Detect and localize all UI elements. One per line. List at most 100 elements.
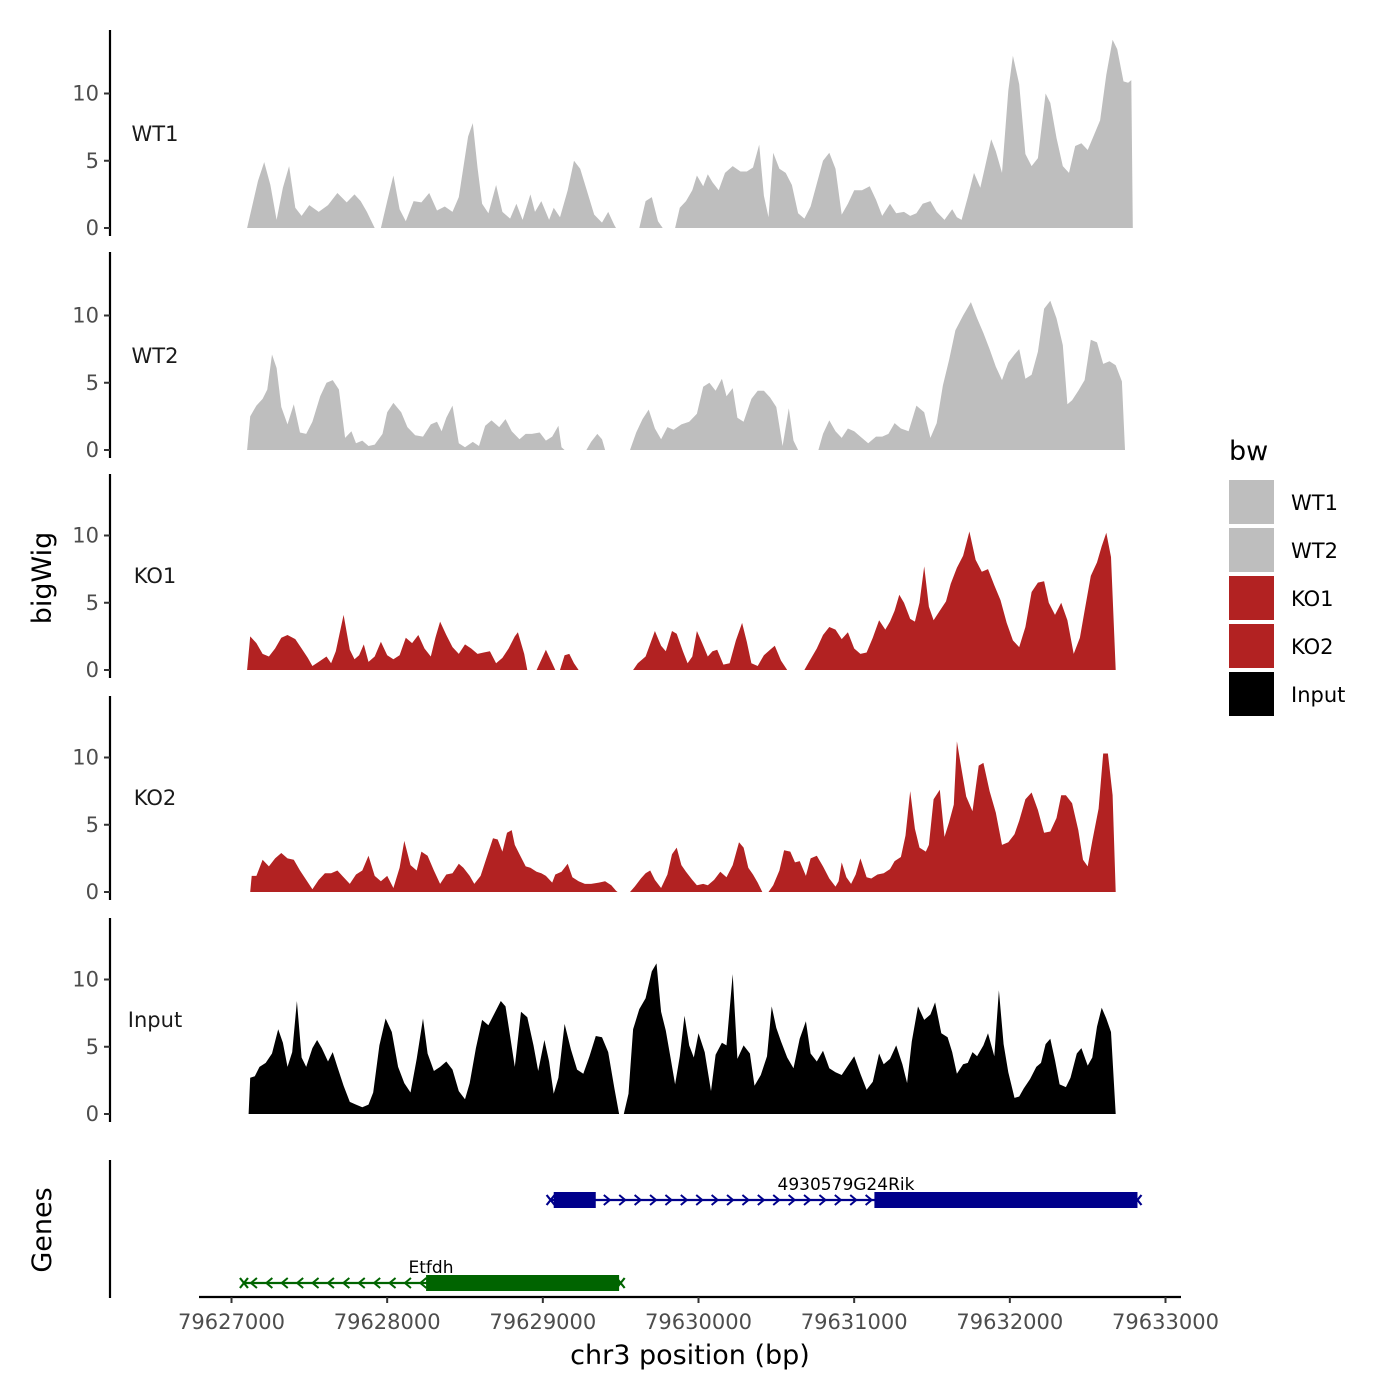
strand-chevron	[618, 1194, 627, 1206]
coverage-area-wt1	[247, 39, 1133, 229]
legend: bw WT1 WT2 KO1 KO2 Input	[1229, 436, 1345, 716]
track-label: KO2	[134, 786, 177, 810]
track-ko2: 0 5 10 KO2	[72, 696, 1116, 904]
y-tick-label: 5	[86, 813, 99, 837]
x-tick-label: 79629000	[489, 1310, 596, 1334]
genes-layer: 4930579G24Rik Etfdh	[108, 1160, 1143, 1298]
track-input: 0 5 10 Input	[72, 918, 1116, 1126]
track-label: Input	[128, 1008, 182, 1032]
legend-swatch	[1229, 672, 1274, 716]
y-tick-label: 10	[72, 968, 99, 992]
gene-etfdh: Etfdh	[239, 1258, 626, 1291]
legend-item-input: Input	[1229, 672, 1345, 716]
y-tick-label: 10	[72, 746, 99, 770]
track-wt2: 0 5 10 WT2	[72, 252, 1126, 462]
y-tick-label: 0	[86, 658, 99, 682]
strand-chevron	[818, 1194, 827, 1206]
gene-exon	[553, 1192, 596, 1208]
y-tick-label: 10	[72, 304, 99, 328]
strand-chevron	[664, 1194, 673, 1206]
strand-chevron	[787, 1194, 797, 1206]
legend-swatch	[1229, 480, 1274, 524]
y-tick-label: 0	[86, 438, 99, 462]
strand-chevron	[741, 1194, 750, 1206]
strand-chevron	[849, 1194, 858, 1206]
legend-swatch	[1229, 528, 1274, 572]
strand-chevron	[264, 1277, 273, 1289]
strand-chevron	[726, 1194, 735, 1206]
legend-item-ko1: KO1	[1229, 576, 1334, 620]
strand-chevron	[649, 1194, 658, 1206]
strand-chevron	[249, 1277, 258, 1289]
genes-axis-title: Genes	[27, 1187, 58, 1272]
coverage-area-ko2	[250, 741, 1116, 892]
legend-label: WT2	[1291, 539, 1338, 563]
strand-chevron	[372, 1277, 381, 1289]
x-axis-title: chr3 position (bp)	[570, 1340, 810, 1371]
x-tick-label: 79628000	[334, 1310, 441, 1334]
legend-label: Input	[1291, 683, 1345, 707]
y-tick-label: 5	[86, 1035, 99, 1059]
y-tick-label: 10	[72, 524, 99, 548]
legend-swatch	[1229, 576, 1274, 620]
strand-chevron	[603, 1194, 612, 1206]
strand-chevron	[310, 1277, 320, 1289]
x-tick-label: 79631000	[801, 1310, 908, 1334]
legend-label: KO2	[1291, 635, 1334, 659]
coverage-area-input	[248, 963, 1116, 1114]
legend-item-ko2: KO2	[1229, 624, 1334, 668]
strand-chevron	[280, 1277, 289, 1289]
strand-chevron	[341, 1277, 350, 1289]
strand-chevron	[757, 1194, 766, 1206]
strand-chevron	[418, 1277, 427, 1289]
y-tick-label: 10	[72, 82, 99, 106]
strand-chevron	[710, 1194, 720, 1206]
gene-exon	[426, 1275, 620, 1291]
gene-end-marker	[239, 1277, 249, 1289]
legend-items: WT1 WT2 KO1 KO2 Input	[1229, 480, 1345, 716]
y-tick-label: 5	[86, 591, 99, 615]
legend-label: WT1	[1291, 491, 1338, 515]
strand-chevron	[680, 1194, 689, 1206]
gene-4930579g24rik: 4930579G24Rik	[545, 1175, 1143, 1208]
coverage-area-ko1	[247, 531, 1116, 670]
y-tick-label: 5	[86, 371, 99, 395]
legend-title: bw	[1229, 436, 1268, 467]
y-axis-title: bigWig	[27, 532, 58, 625]
strand-chevron	[695, 1194, 704, 1206]
track-label: WT2	[132, 344, 179, 368]
track-label: KO1	[134, 564, 177, 588]
y-tick-label: 0	[86, 880, 99, 904]
strand-chevron	[326, 1277, 335, 1289]
legend-item-wt2: WT2	[1229, 528, 1338, 572]
strand-chevron	[357, 1277, 366, 1289]
strand-chevron	[864, 1194, 874, 1206]
track-label: WT1	[132, 122, 179, 146]
gene-label: 4930579G24Rik	[778, 1175, 915, 1195]
strand-chevron	[834, 1194, 843, 1206]
tracks-layer: 0 5 10 WT1 0 5 10 WT2 0 5 10 KO1 0 5 10 KO2 0 5 10 Input	[72, 30, 1133, 1126]
strand-chevron	[295, 1277, 304, 1289]
x-tick-label: 79633000	[1112, 1310, 1219, 1334]
x-tick-label: 79632000	[956, 1310, 1063, 1334]
strand-chevron	[772, 1194, 781, 1206]
y-tick-label: 0	[86, 216, 99, 240]
strand-chevron	[387, 1277, 397, 1289]
strand-chevron	[403, 1277, 412, 1289]
gene-end-marker	[545, 1194, 556, 1206]
coverage-area-wt2	[247, 300, 1126, 450]
x-tick-label: 79630000	[645, 1310, 752, 1334]
gene-exon	[874, 1192, 1138, 1208]
y-tick-label: 0	[86, 1102, 99, 1126]
legend-item-wt1: WT1	[1229, 480, 1338, 524]
x-axis: 79627000 79628000 79629000 79630000 79631000…	[178, 1295, 1219, 1334]
strand-chevron	[803, 1194, 812, 1206]
legend-swatch	[1229, 624, 1274, 668]
legend-label: KO1	[1291, 587, 1334, 611]
strand-chevron	[633, 1194, 643, 1206]
gene-label: Etfdh	[409, 1258, 454, 1278]
x-tick-label: 79627000	[178, 1310, 285, 1334]
track-wt1: 0 5 10 WT1	[72, 30, 1133, 240]
